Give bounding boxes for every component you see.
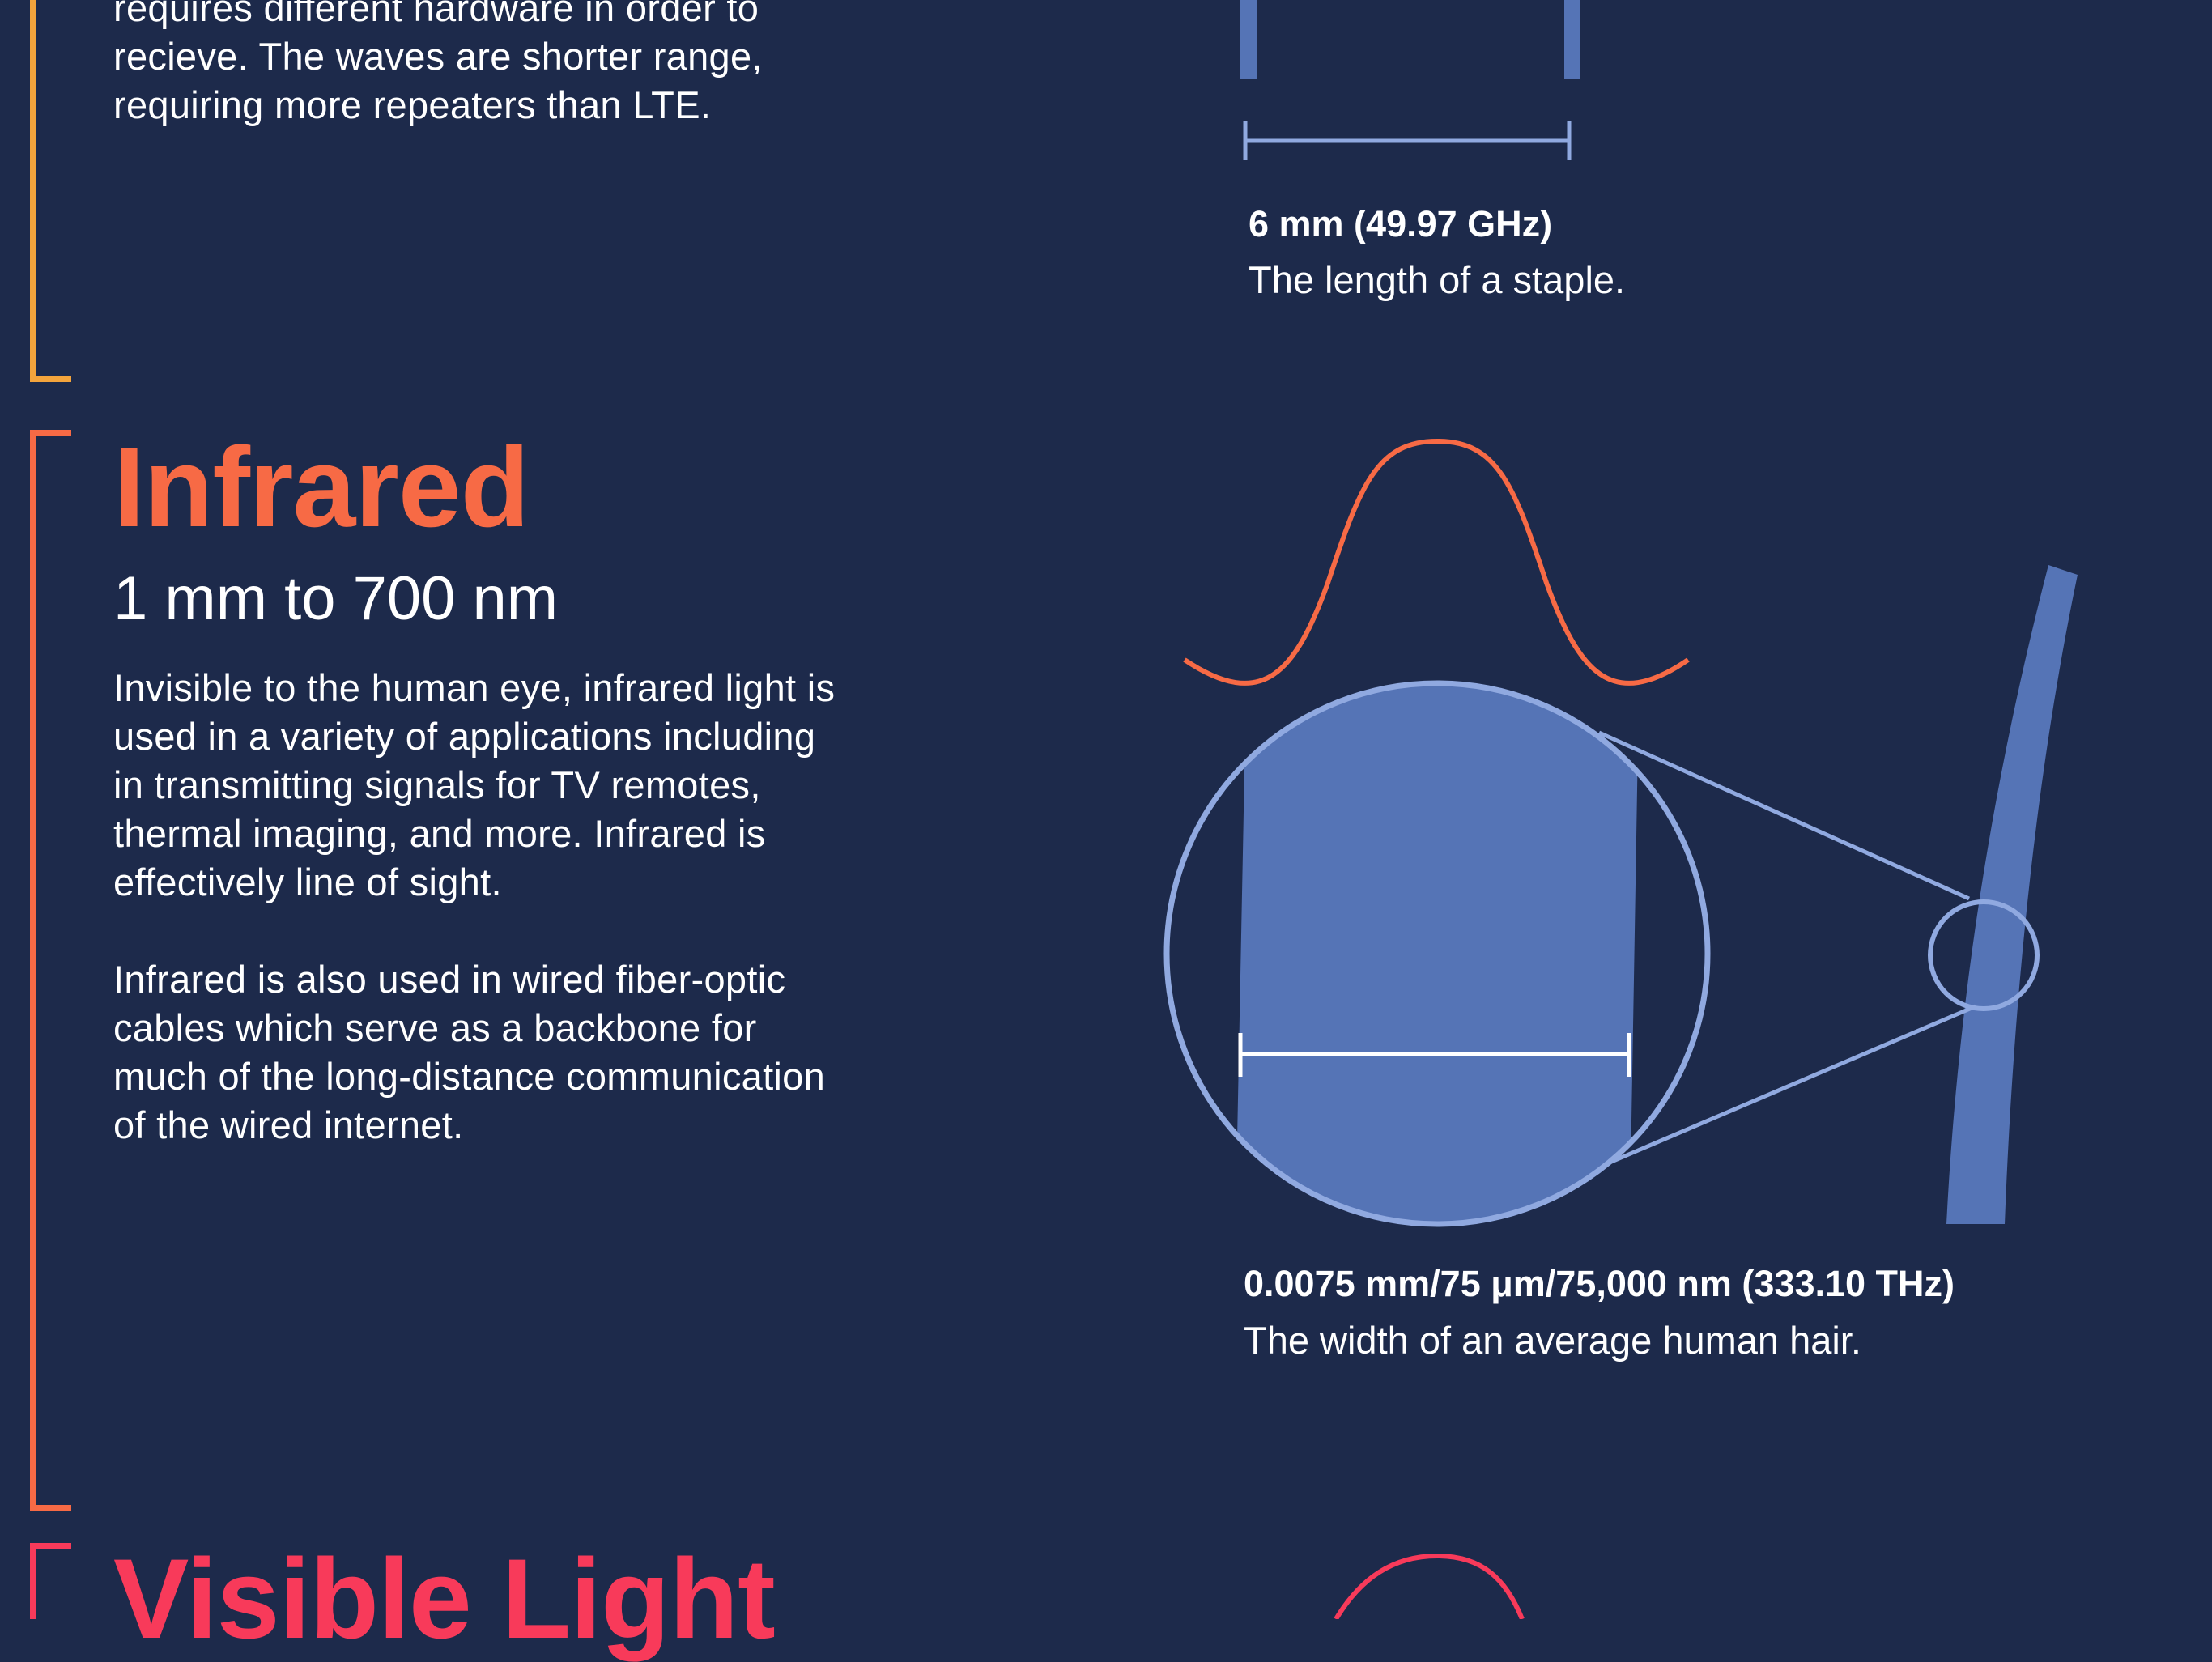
- staple-illustration: [1240, 0, 1580, 79]
- staple-measure-value: 6 mm (49.97 GHz): [1249, 203, 1553, 244]
- previous-section-description: requires different hardware in order to …: [113, 0, 763, 126]
- small-magnifier-circle: [1928, 899, 2040, 1011]
- infrared-title: Infrared: [113, 423, 530, 550]
- infrared-wave-icon: [1183, 438, 1690, 686]
- hair-measure-value: 0.0075 mm/75 μm/75,000 nm (333.10 THz): [1244, 1263, 1955, 1304]
- visible-section-bracket: [30, 1543, 71, 1619]
- infrared-description-fiber: Infrared is also used in wired fiber-opt…: [113, 958, 826, 1146]
- visible-light-title: Visible Light: [113, 1535, 776, 1662]
- infrared-description: Invisible to the human eye, infrared lig…: [113, 666, 836, 903]
- visible-wave-icon: [1334, 1553, 1525, 1619]
- illustrations: [30, 0, 2078, 1619]
- hair-strand-illustration: [1946, 565, 2078, 1224]
- magnifier-connectors: [1586, 730, 1976, 1175]
- staple-measure-caption: The length of a staple.: [1249, 258, 1626, 301]
- previous-section-bracket: [30, 0, 71, 382]
- magnified-hair-view: [1163, 680, 1711, 1227]
- infrared-section-bracket: [30, 430, 71, 1511]
- infrared-range: 1 mm to 700 nm: [113, 564, 559, 633]
- hair-measure-caption: The width of an average human hair.: [1244, 1319, 1861, 1362]
- staple-measure-line: [1243, 121, 1572, 160]
- hair-width-measure-line: [1238, 1033, 1631, 1077]
